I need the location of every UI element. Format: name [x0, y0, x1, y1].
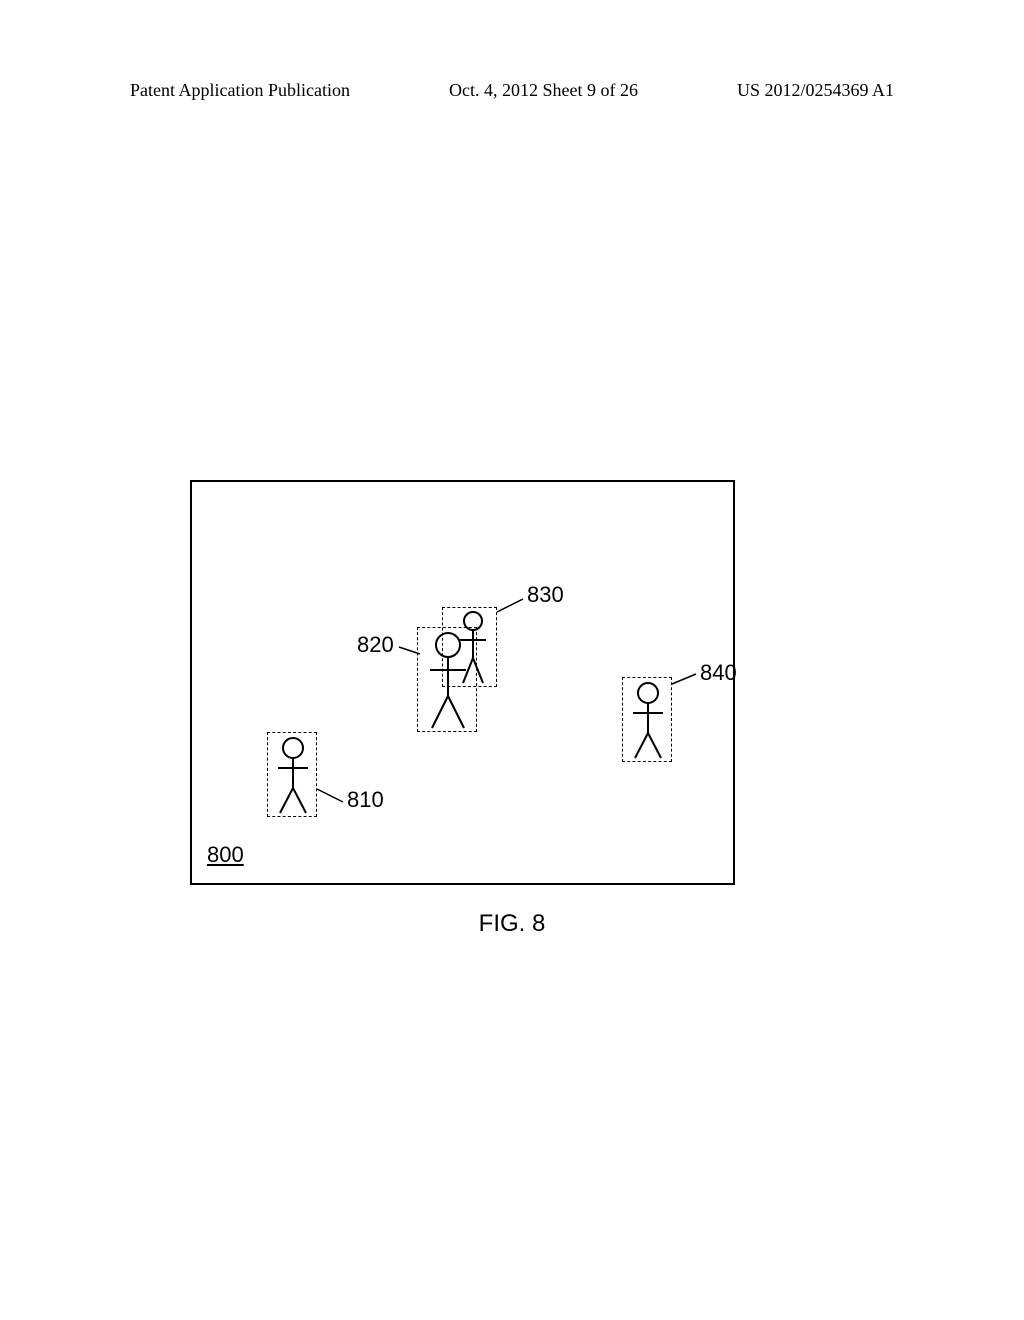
header-right: US 2012/0254369 A1 [737, 80, 894, 101]
page-header: Patent Application Publication Oct. 4, 2… [0, 80, 1024, 101]
person-icon [623, 678, 673, 763]
leader-line [670, 672, 698, 690]
ref-label-840: 840 [700, 660, 737, 686]
leader-line [315, 787, 345, 807]
figure-box-830 [442, 607, 497, 687]
figure-caption: FIG. 8 [0, 910, 1024, 938]
ref-label-810: 810 [347, 787, 384, 813]
leader-line [397, 642, 422, 657]
header-left: Patent Application Publication [130, 80, 350, 101]
figure-box-810 [267, 732, 317, 817]
header-center: Oct. 4, 2012 Sheet 9 of 26 [449, 80, 638, 101]
leader-line [495, 597, 525, 617]
frame-ref-label: 800 [207, 842, 244, 868]
ref-label-830: 830 [527, 582, 564, 608]
figure-frame: 810 820 [190, 480, 735, 885]
person-icon [268, 733, 318, 818]
page: Patent Application Publication Oct. 4, 2… [0, 0, 1024, 1320]
ref-label-820: 820 [357, 632, 394, 658]
figure-box-840 [622, 677, 672, 762]
person-icon [443, 608, 498, 688]
